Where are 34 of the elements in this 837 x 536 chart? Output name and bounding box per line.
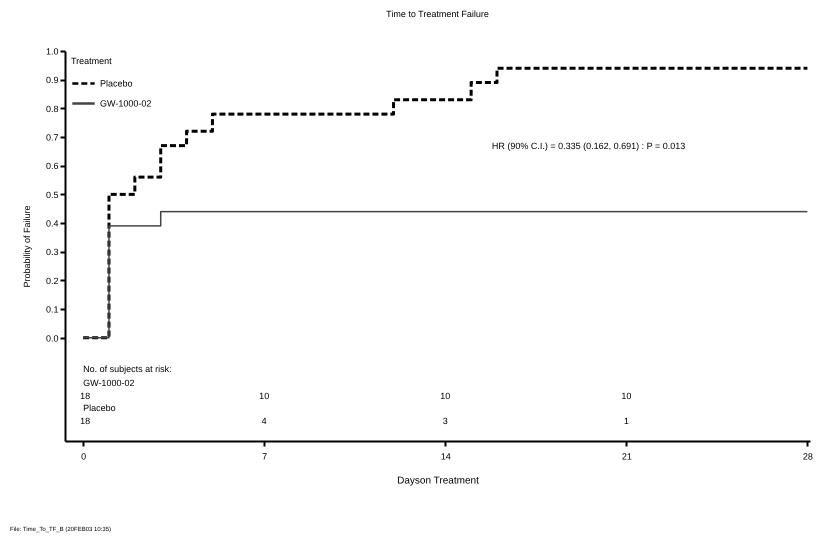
y-tick-label: 0.3 (46, 247, 58, 258)
y-axis-title: Probability of Failure (22, 205, 32, 288)
legend-title: Treatment (71, 56, 112, 66)
annotation: 18 (80, 391, 90, 401)
y-tick-label: 0.2 (46, 276, 58, 286)
x-tick-label: 21 (622, 452, 632, 462)
y-tick-label: 0.5 (46, 190, 58, 200)
annotation: HR (90% C.I.) = 0.335 (0.162, 0.691) : P = 0.013 (492, 141, 686, 151)
annotation: 1 (624, 416, 629, 426)
annotation: GW-1000-02 (83, 378, 134, 388)
y-tick-label: 1.0 (46, 46, 58, 56)
y-tick-label: 0.8 (46, 104, 58, 114)
y-tick-label: 0.7 (46, 132, 58, 143)
annotation: 4 (262, 416, 267, 426)
x-tick-label: 7 (262, 452, 268, 462)
x-tick-label: 14 (440, 452, 451, 462)
annotation: 18 (80, 416, 90, 426)
annotation: No. of subjects at risk: (83, 364, 172, 374)
y-tick-label: 0.9 (46, 75, 58, 86)
chart-title: Time to Treatment Failure (386, 9, 489, 19)
y-tick-label: 0.0 (46, 333, 58, 344)
annotation: Placebo (83, 403, 116, 413)
x-tick-label: 0 (81, 452, 86, 462)
x-axis-title: Dayson Treatment (397, 476, 480, 486)
legend-label: GW-1000-02 (100, 98, 152, 108)
x-tick-label: 28 (802, 452, 813, 462)
y-tick-label: 0.6 (46, 161, 58, 172)
annotation: 10 (621, 391, 632, 401)
y-tick-label: 0.1 (46, 304, 58, 315)
y-tick-label: 0.4 (46, 218, 58, 229)
legend-label: Placebo (100, 78, 133, 88)
annotation: 10 (259, 391, 270, 401)
annotation: 3 (442, 416, 448, 426)
annotation: 10 (440, 391, 450, 401)
